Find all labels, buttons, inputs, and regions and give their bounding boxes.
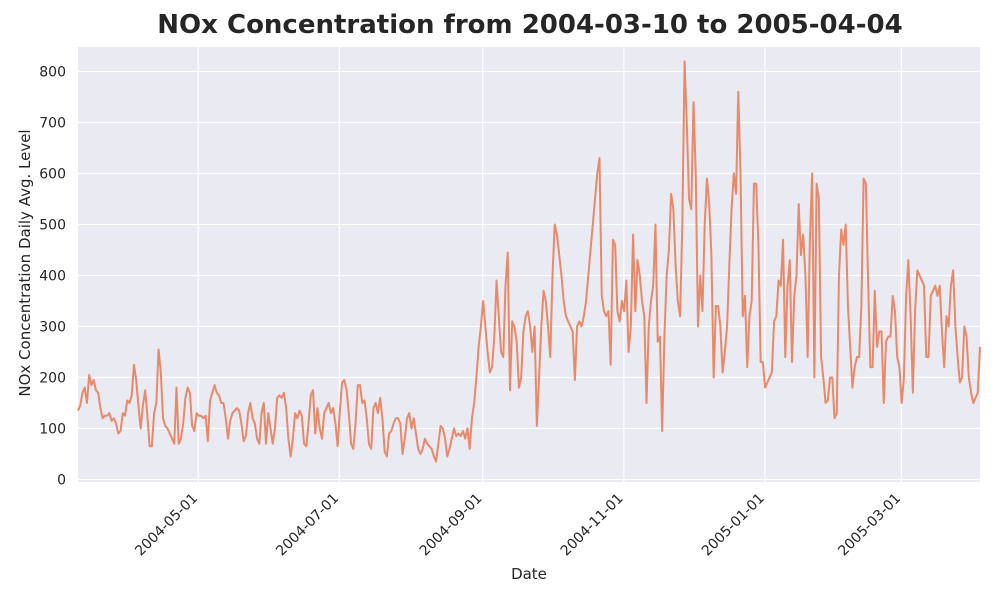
x-axis-ticks: 2004-05-01 2004-07-01 2004-09-01 2004-11-01… (132, 491, 904, 560)
y-tick-label: 200 (39, 370, 66, 386)
y-tick-label: 800 (39, 64, 66, 80)
y-tick-label: 400 (39, 268, 66, 284)
series-line-nox (77, 60, 981, 463)
y-axis-label: NOx Concentration Daily Avg. Level (16, 129, 34, 396)
x-tick-label: 2004-07-01 (273, 491, 342, 560)
plot-background (78, 47, 980, 482)
y-tick-label: 600 (39, 166, 66, 182)
chart-title: NOx Concentration from 2004-03-10 to 200… (157, 10, 903, 40)
y-tick-label: 100 (39, 421, 66, 437)
x-tick-label: 2004-05-01 (132, 491, 201, 560)
y-tick-label: 700 (39, 115, 66, 131)
x-axis-label: Date (511, 565, 547, 583)
y-tick-label: 0 (57, 472, 66, 488)
y-tick-label: 500 (39, 217, 66, 233)
x-tick-label: 2004-09-01 (417, 491, 486, 560)
x-tick-label: 2005-01-01 (699, 491, 768, 560)
y-tick-label: 300 (39, 319, 66, 335)
y-axis-ticks: 0 100 200 300 400 500 600 700 800 (39, 64, 66, 488)
x-tick-label: 2005-03-01 (835, 491, 904, 560)
x-tick-label: 2004-11-01 (558, 491, 627, 560)
